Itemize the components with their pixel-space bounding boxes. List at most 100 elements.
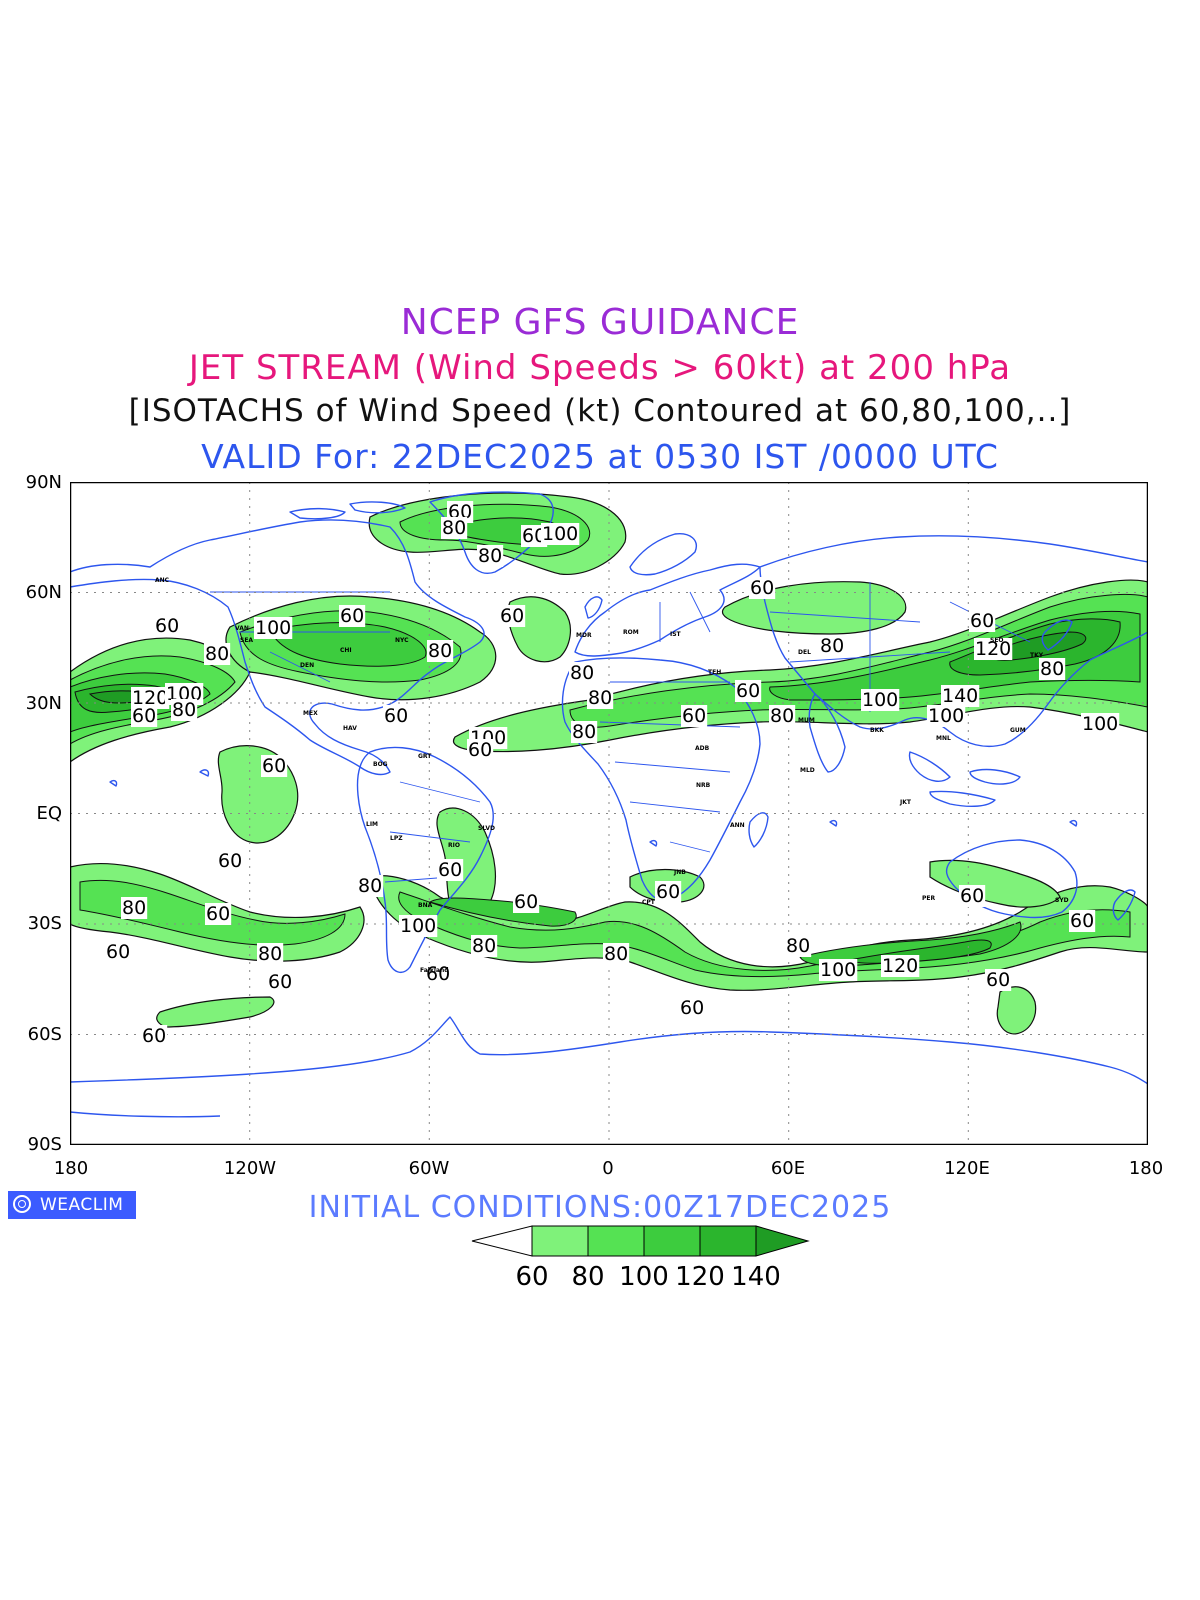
- station-label: RIO: [448, 842, 460, 849]
- colorbar-label: 100: [619, 1262, 669, 1292]
- station-label: SLVD: [478, 825, 495, 832]
- contour-label-bg: [927, 705, 966, 727]
- contour-label-bg: [154, 615, 181, 637]
- contour-label-bg: [969, 610, 996, 632]
- colorbar-segment: [699, 1225, 757, 1257]
- station-label: LIM: [366, 821, 378, 828]
- station-label: SEO: [990, 637, 1004, 644]
- contour-label: 80: [1040, 658, 1064, 680]
- station-label: ADB: [695, 745, 710, 752]
- contour-label-bg: [521, 525, 548, 547]
- lat-label-90s: 90S: [27, 1134, 62, 1155]
- contour-label-bg: [205, 903, 232, 925]
- contour-label: 80: [442, 517, 466, 539]
- contour-label-bg: [881, 955, 920, 977]
- station-label: MNL: [936, 735, 951, 742]
- station-label: BOG: [373, 761, 388, 768]
- station-label: TKY: [1030, 652, 1044, 659]
- contour-label: 60: [384, 705, 408, 727]
- colorbar-label: 60: [515, 1262, 549, 1292]
- contour-label-bg: [1081, 713, 1120, 735]
- contour-label: 60: [142, 1025, 166, 1047]
- contour-label: 80: [122, 897, 146, 919]
- contour-label: 120: [132, 687, 168, 709]
- station-label: ROM: [623, 629, 639, 636]
- contour-label-bg: [425, 963, 452, 985]
- contour-label-bg: [131, 705, 158, 727]
- station-label: IST: [670, 631, 682, 638]
- weaclim-logo: WEACLIM: [8, 1191, 136, 1219]
- lon-label-120e: 120E: [944, 1158, 990, 1179]
- contour-label-bg: [974, 638, 1013, 660]
- contour-label: 60: [438, 859, 462, 881]
- contour-label: 100: [820, 959, 856, 981]
- contour-label-bg: [471, 935, 498, 957]
- contour-label: 100: [542, 523, 578, 545]
- contour-label-bg: [819, 635, 846, 657]
- contour-label: 60: [155, 615, 179, 637]
- contour-label-bg: [399, 915, 438, 937]
- contour-label: 60: [736, 680, 760, 702]
- contour-label: 60: [340, 605, 364, 627]
- contour-label-bg: [959, 885, 986, 907]
- colorbar-segment: [531, 1225, 589, 1257]
- contour-label: 80: [604, 943, 628, 965]
- contour-label: 80: [478, 545, 502, 567]
- lon-label-60e: 60E: [770, 1158, 806, 1179]
- contour-label-bg: [603, 943, 630, 965]
- contour-label-bg: [171, 699, 198, 721]
- contour-label-bg: [569, 662, 596, 684]
- station-label: GUM: [1010, 727, 1026, 734]
- station-label: TEH: [708, 669, 721, 676]
- station-label: SEA: [240, 637, 253, 644]
- colorbar-lower-arrow: [471, 1225, 533, 1257]
- contour-label: 100: [400, 915, 436, 937]
- station-labels: ANC VAN SEA DEN CHI NYC MEX HAV BOG LIM …: [155, 577, 1069, 974]
- contour-label: 80: [258, 943, 282, 965]
- contour-label: 60: [426, 963, 450, 985]
- station-label: BKK: [870, 727, 884, 734]
- station-label: MEX: [303, 710, 318, 717]
- contour-label: 60: [522, 525, 546, 547]
- contour-label-bg: [571, 721, 598, 743]
- contour-label: 60: [680, 997, 704, 1019]
- colorbar-label: 80: [571, 1262, 605, 1292]
- station-label: MDR: [576, 632, 592, 639]
- contour-label-bg: [655, 881, 682, 903]
- station-label: ANN: [730, 822, 745, 829]
- map-frame: [70, 482, 1148, 1145]
- contour-label: 60: [514, 891, 538, 913]
- contour-label: 80: [172, 699, 196, 721]
- lat-label-60n: 60N: [25, 582, 62, 603]
- contour-label-bg: [1039, 658, 1066, 680]
- station-label: ANC: [155, 577, 170, 584]
- contour-label-bg: [769, 705, 796, 727]
- contour-label-bg: [467, 739, 494, 761]
- station-label: NRB: [696, 782, 711, 789]
- station-label: BNA: [418, 902, 433, 909]
- contour-label: 60: [468, 739, 492, 761]
- station-label: SYD: [1055, 897, 1069, 904]
- contour-label: 60: [986, 969, 1010, 991]
- station-label: LPZ: [390, 835, 403, 842]
- station-label: MUM: [798, 717, 815, 724]
- contour-label: 60: [218, 850, 242, 872]
- contour-label-bg: [941, 685, 980, 707]
- contour-label-bg: [785, 935, 812, 957]
- contour-label: 80: [358, 875, 382, 897]
- contour-label-bg: [985, 969, 1012, 991]
- initial-conditions: INITIAL CONDITIONS:00Z17DEC2025: [308, 1190, 892, 1225]
- contour-label-bg: [437, 859, 464, 881]
- contour-label: 80: [428, 640, 452, 662]
- contour-label-bg: [254, 617, 293, 639]
- jet-stream-map: 60 80 60 100 80 60 100 60 80 80 60 120 1…: [70, 482, 1148, 1145]
- contour-label-bg: [749, 577, 776, 599]
- title-line-4: VALID For: 22DEC2025 at 0530 IST /0000 U…: [201, 437, 999, 476]
- contour-label-bg: [513, 891, 540, 913]
- colorbar-segment: [643, 1225, 701, 1257]
- station-label: CHI: [340, 647, 352, 654]
- lat-label-60s: 60S: [27, 1024, 62, 1045]
- lat-label-30n: 30N: [25, 693, 62, 714]
- colorbar-upper-arrow: [755, 1225, 810, 1257]
- station-label: MLD: [800, 767, 815, 774]
